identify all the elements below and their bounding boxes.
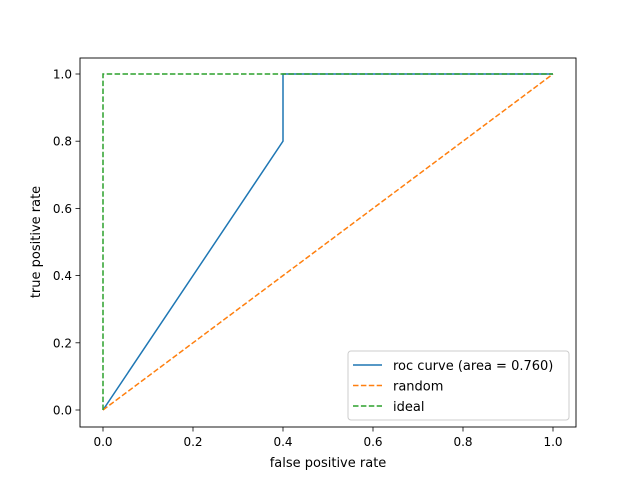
x-tick-label: 0.8	[453, 435, 472, 449]
x-axis-ticks: 0.0 0.2 0.4 0.6 0.8 1.0	[93, 427, 563, 449]
series-line-3	[102, 73, 553, 410]
legend-label: ideal	[393, 400, 424, 415]
y-tick-label: 0.6	[53, 202, 72, 216]
x-tick-label: 0.0	[93, 435, 112, 449]
x-tick-label: 0.4	[273, 435, 292, 449]
y-axis-ticks: 0.0 0.2 0.4 0.6 0.8 1.0	[53, 68, 80, 418]
series-layer	[102, 73, 554, 411]
y-tick-label: 0.2	[53, 336, 72, 350]
legend-label: random	[393, 380, 443, 395]
legend: roc curve (area = 0.760) random ideal	[347, 350, 570, 421]
y-tick-label: 0.8	[53, 135, 72, 149]
y-tick-label: 0.4	[53, 269, 72, 283]
x-tick-label: 0.6	[363, 435, 382, 449]
legend-label: roc curve (area = 0.760)	[393, 359, 553, 374]
series-line-2	[102, 73, 554, 411]
axes-frame	[79, 57, 577, 428]
legend-box	[347, 350, 570, 421]
y-axis-label: true positive rate	[29, 186, 44, 298]
x-axis-label: false positive rate	[270, 456, 387, 471]
x-tick-label: 1.0	[543, 435, 562, 449]
x-tick-label: 0.2	[183, 435, 202, 449]
y-tick-label: 0.0	[53, 404, 72, 418]
y-tick-label: 1.0	[53, 68, 72, 82]
